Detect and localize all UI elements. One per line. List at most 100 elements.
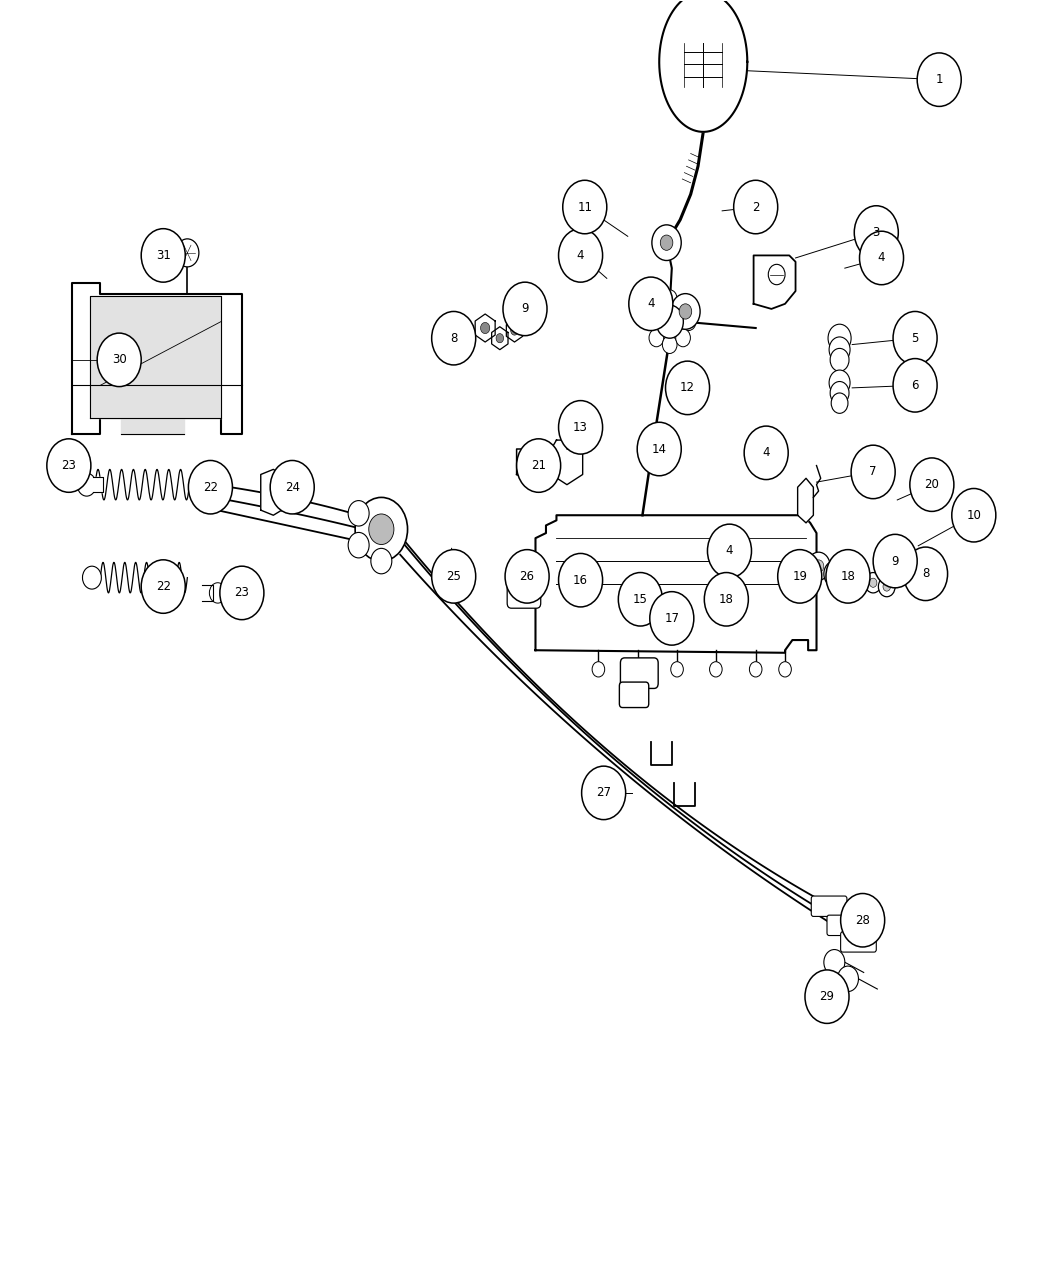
Circle shape (652, 224, 681, 260)
Text: 5: 5 (911, 332, 919, 344)
Circle shape (219, 566, 264, 620)
Circle shape (708, 524, 752, 578)
Circle shape (47, 439, 91, 492)
Text: 1: 1 (936, 73, 943, 87)
Circle shape (824, 561, 845, 586)
Circle shape (826, 550, 870, 603)
Circle shape (188, 460, 232, 514)
FancyBboxPatch shape (621, 658, 658, 688)
Circle shape (844, 571, 853, 581)
Circle shape (869, 578, 877, 588)
Polygon shape (754, 255, 796, 309)
Circle shape (838, 966, 859, 992)
Text: 3: 3 (873, 226, 880, 238)
Text: 4: 4 (647, 297, 654, 310)
Circle shape (349, 533, 370, 558)
Text: 11: 11 (578, 200, 592, 213)
Circle shape (830, 337, 850, 362)
Circle shape (805, 970, 849, 1024)
Text: 19: 19 (793, 570, 807, 583)
Circle shape (432, 311, 476, 365)
Circle shape (563, 180, 607, 233)
Circle shape (496, 334, 504, 343)
Text: 15: 15 (633, 593, 648, 606)
Circle shape (660, 235, 673, 250)
Circle shape (663, 289, 677, 307)
Circle shape (814, 560, 824, 572)
Text: 22: 22 (203, 481, 218, 493)
Text: 9: 9 (521, 302, 529, 315)
Circle shape (650, 592, 694, 645)
FancyBboxPatch shape (827, 915, 863, 936)
Text: 22: 22 (155, 580, 171, 593)
Circle shape (505, 550, 549, 603)
Polygon shape (491, 326, 508, 349)
Polygon shape (551, 440, 583, 484)
Circle shape (676, 297, 691, 315)
Text: 23: 23 (234, 586, 249, 599)
Circle shape (910, 458, 953, 511)
Circle shape (831, 381, 849, 404)
Circle shape (830, 370, 850, 395)
Circle shape (510, 326, 519, 335)
FancyBboxPatch shape (620, 682, 649, 708)
Circle shape (355, 497, 407, 561)
Circle shape (78, 473, 97, 496)
Circle shape (779, 662, 792, 677)
Text: 18: 18 (841, 570, 856, 583)
Circle shape (209, 583, 226, 603)
Circle shape (830, 569, 839, 580)
Circle shape (629, 277, 673, 330)
Circle shape (371, 548, 392, 574)
Circle shape (839, 565, 858, 588)
Circle shape (832, 393, 848, 413)
Text: 23: 23 (61, 459, 77, 472)
Polygon shape (536, 515, 817, 653)
Circle shape (656, 305, 684, 338)
Circle shape (918, 54, 961, 106)
Text: 28: 28 (855, 914, 870, 927)
Text: 4: 4 (726, 544, 733, 557)
Text: 29: 29 (819, 991, 835, 1003)
Text: 4: 4 (576, 249, 585, 261)
Circle shape (865, 572, 882, 593)
Circle shape (824, 950, 845, 975)
Circle shape (831, 348, 849, 371)
Text: 2: 2 (752, 200, 759, 213)
Circle shape (705, 572, 749, 626)
Text: 16: 16 (573, 574, 588, 586)
Circle shape (671, 662, 684, 677)
Text: 27: 27 (596, 787, 611, 799)
Text: 31: 31 (155, 249, 171, 261)
Circle shape (671, 293, 700, 329)
Circle shape (676, 329, 691, 347)
Circle shape (83, 566, 102, 589)
Text: 25: 25 (446, 570, 461, 583)
Text: 10: 10 (966, 509, 982, 521)
Circle shape (894, 311, 937, 365)
Circle shape (855, 205, 899, 259)
Circle shape (432, 550, 476, 603)
Circle shape (879, 576, 896, 597)
Circle shape (582, 766, 626, 820)
Text: 4: 4 (878, 251, 885, 264)
Circle shape (666, 361, 710, 414)
Text: 8: 8 (922, 567, 929, 580)
Circle shape (904, 547, 947, 601)
Text: 30: 30 (111, 353, 127, 366)
Circle shape (734, 180, 778, 233)
Circle shape (679, 303, 692, 319)
Polygon shape (640, 440, 664, 469)
Polygon shape (93, 477, 104, 492)
Polygon shape (72, 283, 242, 434)
Circle shape (141, 560, 185, 613)
Circle shape (841, 894, 885, 947)
Circle shape (175, 238, 198, 266)
Polygon shape (202, 585, 212, 601)
Circle shape (750, 662, 762, 677)
Circle shape (559, 400, 603, 454)
Circle shape (559, 553, 603, 607)
Text: 9: 9 (891, 555, 899, 567)
Circle shape (270, 460, 314, 514)
Circle shape (644, 312, 658, 330)
